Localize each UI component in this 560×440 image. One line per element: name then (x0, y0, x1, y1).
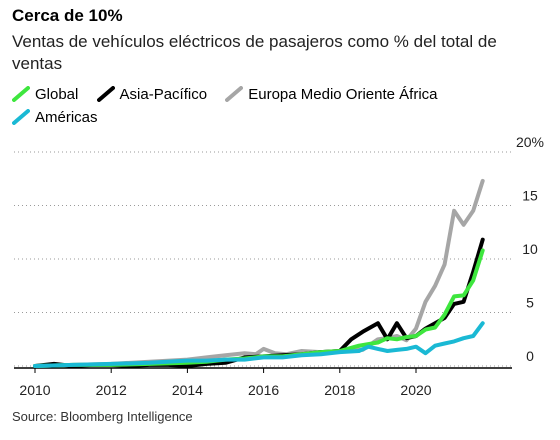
y-tick-label-20: 20% (516, 134, 544, 150)
chart-title: Cerca de 10% (12, 6, 123, 25)
legend-label-asia-pacifico: Asia-Pacífico (119, 85, 208, 103)
x-tick-label-2018: 2018 (324, 382, 355, 398)
x-tick-label-2012: 2012 (96, 382, 127, 398)
legend-label-global: Global (35, 85, 79, 103)
legend-swatch-global (12, 86, 30, 102)
x-tick-label-2010: 2010 (19, 382, 50, 398)
legend-swatch-asia-pacifico (96, 86, 115, 102)
x-tick-label-2014: 2014 (172, 382, 203, 398)
legend-item-americas: Américas (12, 106, 98, 128)
x-tick-label-2020: 2020 (400, 382, 431, 398)
y-tick-label-0: 0 (526, 348, 534, 364)
legend-label-americas: Américas (35, 108, 98, 126)
series-line-europa-medio-oriente-africa (33, 178, 485, 368)
series-line-global (33, 248, 485, 368)
legend: Global Asia-Pacífico Europa Medio Orient… (12, 83, 552, 129)
legend-item-global: Global (12, 83, 78, 105)
legend-label-emea: Europa Medio Oriente África (248, 85, 438, 103)
legend-swatch-americas (12, 109, 30, 125)
legend-item-emea: Europa Medio Oriente África (225, 83, 438, 105)
y-tick-label-5: 5 (526, 295, 534, 311)
legend-swatch-emea (225, 86, 244, 102)
source-note: Source: Bloomberg Intelligence (12, 409, 193, 424)
chart-subtitle: Ventas de vehículos eléctricos de pasaje… (12, 32, 497, 73)
y-tick-label-10: 10 (522, 241, 538, 257)
legend-item-asia-pacifico: Asia-Pacífico (96, 83, 208, 105)
x-tick-label-2016: 2016 (248, 382, 279, 398)
series-line-americas (33, 321, 485, 368)
y-tick-label-15: 15 (522, 188, 538, 204)
